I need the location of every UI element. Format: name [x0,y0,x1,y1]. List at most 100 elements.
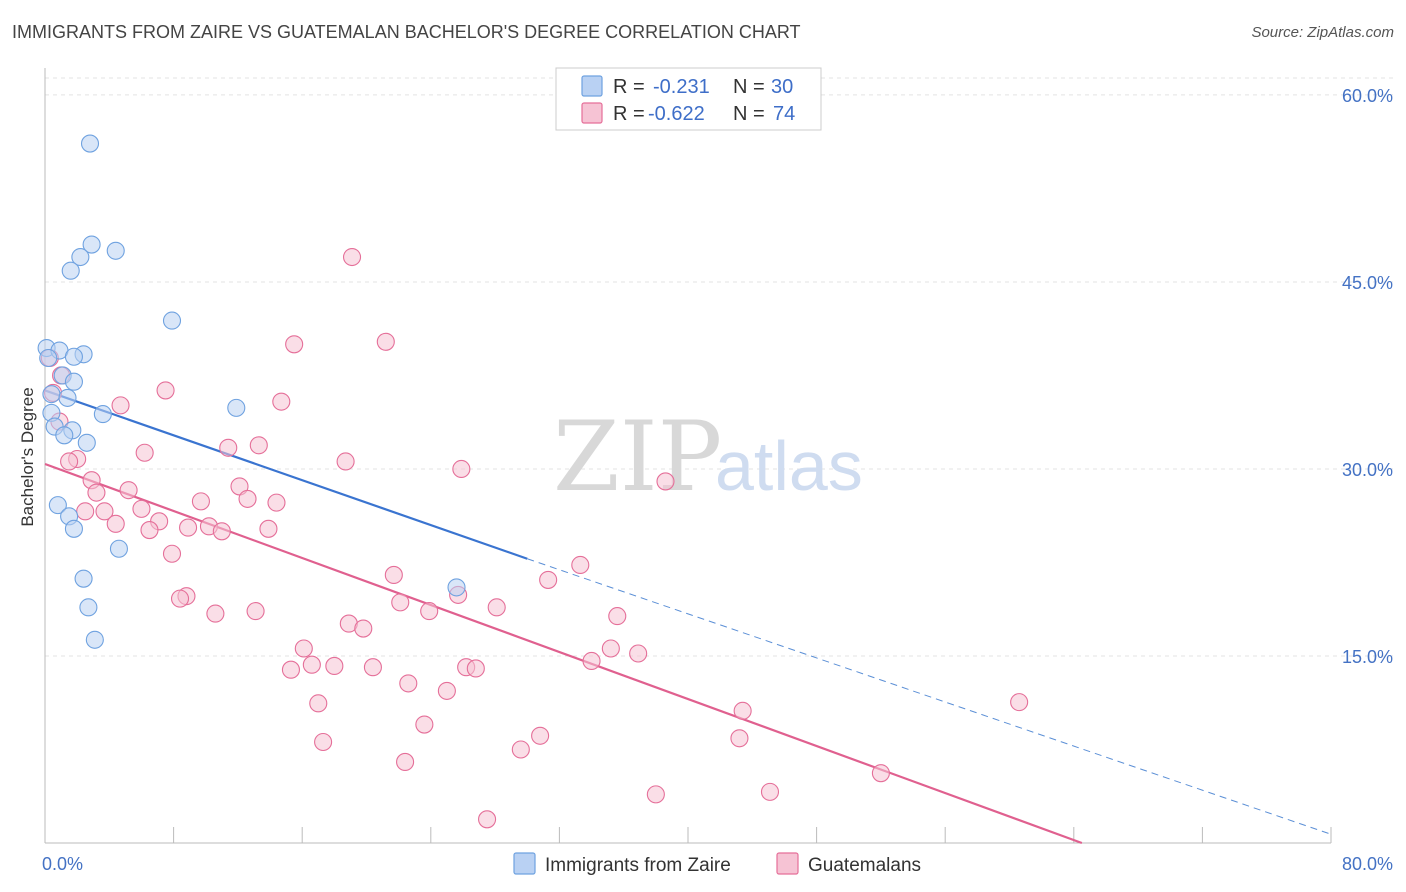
point-guatemalans [1010,693,1029,712]
watermark-zip: ZIP [553,401,722,513]
point-guatemalans [415,715,434,734]
point-guatemalans [281,660,300,679]
watermark: ZIP atlas [553,401,863,513]
point-guatemalans [871,764,890,783]
y-tick-label: 45.0% [1342,273,1393,293]
point-zaire [55,426,74,445]
point-guatemalans [487,598,506,617]
point-zaire [64,372,83,391]
legend-swatch-zaire [581,75,603,97]
trend-line-guatemalans [44,462,1083,845]
point-zaire [77,433,96,452]
point-guatemalans [582,651,601,671]
point-guatemalans [452,459,471,479]
point-guatemalans [466,659,485,678]
point-guatemalans [363,658,382,677]
point-guatemalans [249,436,268,455]
chart-title: IMMIGRANTS FROM ZAIRE VS GUATEMALAN BACH… [12,22,801,42]
point-guatemalans [135,443,154,462]
point-zaire [48,496,67,515]
point-guatemalans [191,492,210,511]
point-guatemalans [219,438,238,457]
y-tick-label: 60.0% [1342,86,1393,106]
point-guatemalans [539,570,558,589]
legend-n-value-zaire: 30 [771,76,793,98]
point-guatemalans [162,544,182,563]
point-guatemalans [733,701,752,720]
point-zaire [162,311,182,330]
bottom-legend-label-guatemalans: Guatemalans [808,855,921,876]
point-guatemalans [354,619,373,638]
x-tick-label-max: 80.0% [1342,854,1393,874]
point-zaire [39,348,58,368]
legend-r-label-guatemalans: R = [613,103,645,125]
point-guatemalans [259,519,278,538]
legend-swatch-guatemalans [581,102,603,124]
bottom-legend: Immigrants from Zaire Guatemalans [513,852,921,876]
point-zaire [227,398,246,417]
point-zaire [42,385,61,404]
y-tick-label: 15.0% [1342,647,1393,667]
x-tick-labels: 0.0% 80.0% [42,854,1393,874]
point-zaire [85,630,104,649]
point-guatemalans [314,732,333,752]
legend-n-label-guatemalans: N = [733,103,765,125]
legend-n-value-guatemalans: 74 [773,103,795,125]
point-zaire [106,241,125,260]
point-guatemalans [760,782,780,801]
bottom-legend-swatch-guatemalans [776,852,799,875]
point-guatemalans [730,729,749,748]
point-guatemalans [111,396,130,415]
bottom-legend-label-zaire: Immigrants from Zaire [545,855,731,876]
point-zaire [447,578,466,597]
point-guatemalans [106,514,125,533]
point-guatemalans [511,740,530,759]
point-zaire [79,598,98,617]
point-guatemalans [87,483,106,502]
point-guatemalans [531,726,550,745]
point-zaire [61,261,80,280]
point-guatemalans [437,681,456,700]
point-guatemalans [285,335,304,354]
watermark-atlas: atlas [715,427,863,505]
y-axis-title: Bachelor's Degree [18,387,37,526]
point-guatemalans [140,521,159,540]
chart-source: Source: ZipAtlas.com [1251,24,1394,41]
point-guatemalans [629,644,648,663]
legend-r-label-zaire: R = [613,76,645,98]
legend-r-value-zaire: -0.231 [653,76,710,98]
point-guatemalans [309,694,328,713]
point-guatemalans [646,785,665,804]
point-zaire [71,247,90,267]
bottom-legend-swatch-zaire [513,852,536,875]
point-guatemalans [119,481,138,500]
point-guatemalans [478,810,497,829]
point-guatemalans [391,593,410,612]
top-legend: R = -0.231 N = 30 R = -0.622 N = 74 [555,67,822,131]
point-zaire [58,388,77,407]
legend-n-label-zaire: N = [733,76,765,98]
point-guatemalans [656,472,675,491]
point-guatemalans [302,655,321,674]
point-guatemalans [571,555,590,575]
point-zaire [109,539,128,558]
point-guatemalans [601,639,620,658]
grid-lines [45,77,1393,657]
point-guatemalans [396,752,415,772]
point-guatemalans [246,602,265,621]
point-zaire [80,134,100,153]
y-tick-labels: 15.0% 30.0% 45.0% 60.0% [1342,86,1393,667]
point-zaire [64,347,83,366]
point-guatemalans [179,518,198,537]
trend-line-zaire-extension [527,558,1332,835]
point-guatemalans [60,452,79,471]
point-guatemalans [267,493,286,512]
point-guatemalans [399,674,418,693]
point-zaire [64,519,83,538]
point-guatemalans [384,565,403,584]
point-guatemalans [608,607,627,626]
point-guatemalans [156,381,175,400]
point-zaire [74,569,93,588]
point-guatemalans [238,489,257,508]
